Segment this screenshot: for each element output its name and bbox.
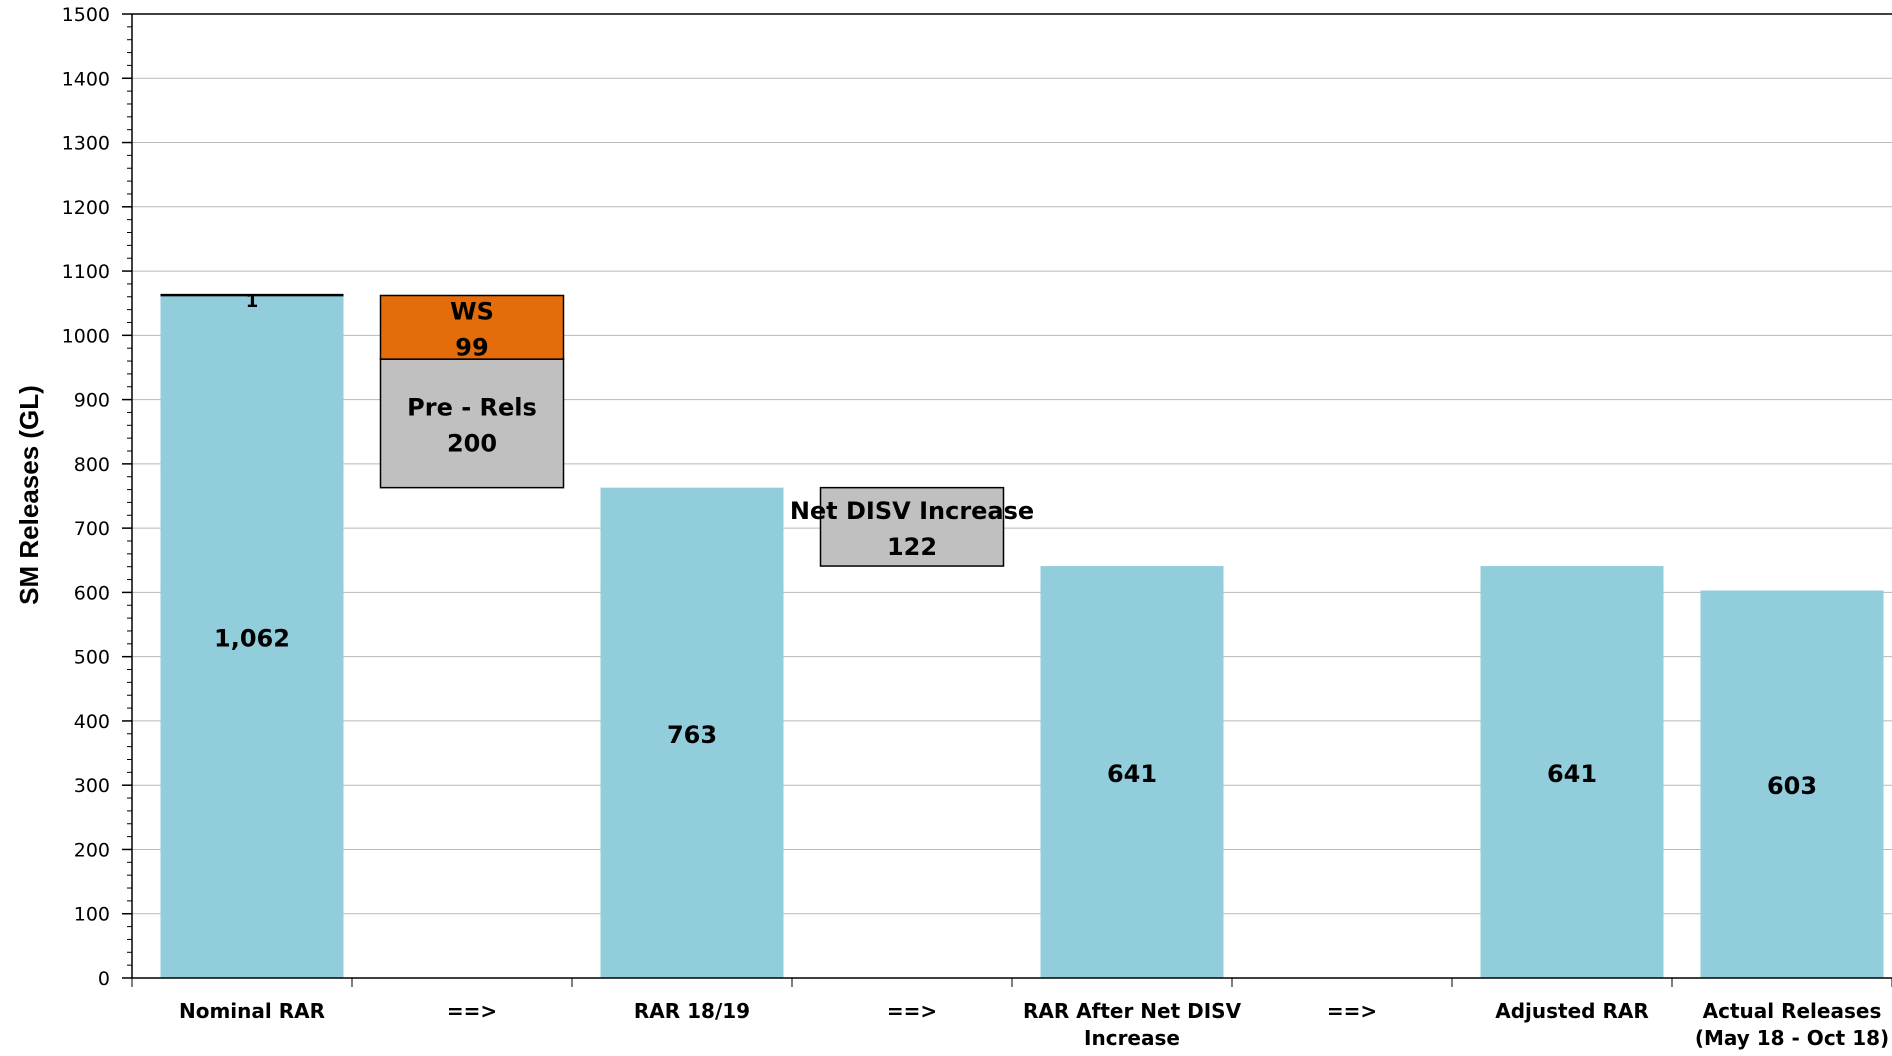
y-tick-label: 800 [74,454,110,476]
y-tick-label: 300 [74,775,110,797]
bar-value-label: 1,062 [214,625,290,653]
y-tick-label: 1500 [62,4,110,26]
bar-value-label: 641 [1107,760,1157,788]
axis-layer: 0 100 200 300 400 500 600 700 800 900 1000 1100 1200… [62,4,1892,1050]
y-tick-label: 200 [74,839,110,861]
x-category-label: ==> [1327,999,1377,1023]
bar-value-label: 603 [1767,772,1817,800]
total-bar [1040,566,1224,978]
y-tick-label: 500 [74,647,110,669]
step-value-label: Net DISV Increase 122 [790,497,1034,561]
total-bar [600,487,784,978]
y-tick-label: 100 [74,904,110,926]
y-tick-label: 1300 [62,133,110,155]
y-tick-label: 1100 [62,261,110,283]
y-tick-label: 900 [74,390,110,412]
y-tick-label: 700 [74,518,110,540]
x-category-label: RAR 18/19 [634,999,750,1023]
label-layer: 1,062 763 641 641 603 Pre - Rels 200 WS 99 Net DI… [214,291,1817,800]
grid-layer [132,13,1892,915]
total-bar [1480,566,1664,978]
y-tick-label: 1400 [62,68,110,90]
y-tick-label: 1000 [62,325,110,347]
y-tick-label: 1200 [62,197,110,219]
y-tick-label: 600 [74,582,110,604]
x-category-label: Nominal RAR [179,999,325,1023]
step-bar [819,486,1005,567]
x-category-label: Actual Releases (May 18 - Oct 18) [1695,999,1889,1050]
step-value-label: Pre - Rels 200 [407,393,537,457]
total-bar [1700,590,1884,978]
x-category-label: ==> [447,999,497,1023]
step-value-label: WS 99 [450,297,494,361]
x-category-label: Adjusted RAR [1495,999,1648,1023]
x-category-label: ==> [887,999,937,1023]
bar-layer [160,293,1884,978]
small-segment-label: 1 [246,291,259,312]
bar-value-label: 641 [1547,760,1597,788]
total-bar [160,295,344,978]
small-segment-bar [160,293,344,297]
step-bar [379,358,565,489]
x-category-label: RAR After Net DISV Increase [1023,999,1242,1050]
y-tick-label: 0 [98,968,110,990]
y-tick-label: 400 [74,711,110,733]
step-bar [379,294,565,360]
y-axis-title: SM Releases (GL) [14,385,44,605]
bar-value-label: 763 [667,721,717,749]
